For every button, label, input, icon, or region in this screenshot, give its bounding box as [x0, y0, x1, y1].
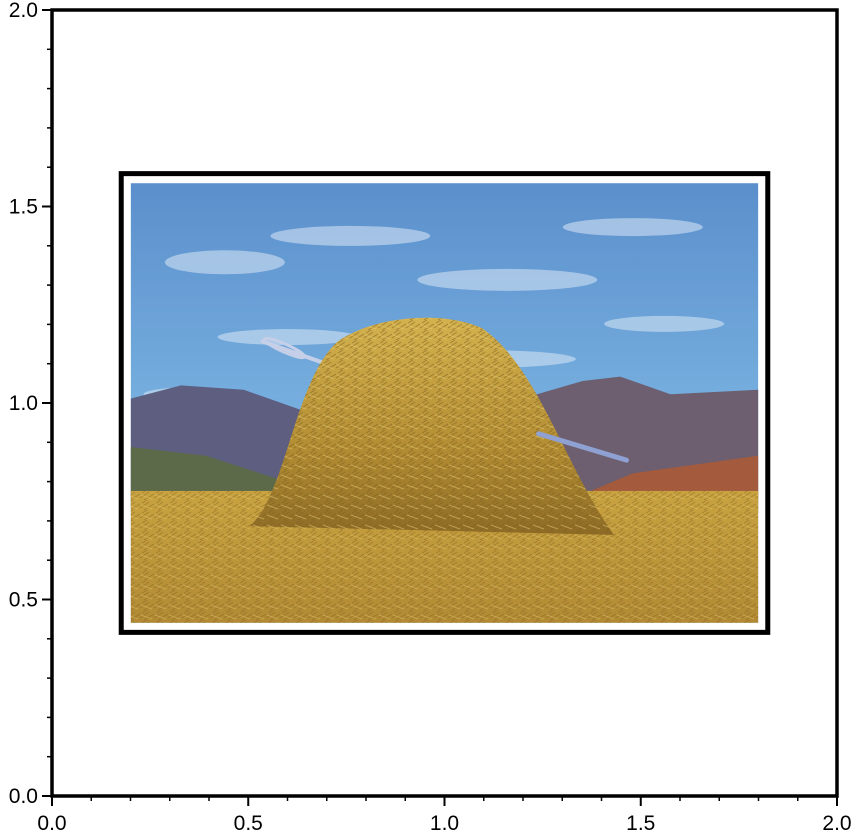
embedded-photo	[118, 171, 771, 635]
y-tick-label: 0.0	[9, 785, 38, 808]
photo-cloud	[270, 225, 431, 246]
x-tick-label: 0.0	[37, 812, 66, 833]
x-tick-label: 1.0	[430, 812, 459, 833]
x-tick-label: 0.5	[234, 812, 263, 833]
photo-cloud	[217, 329, 358, 346]
axes: 0.0 0.5 1.0 1.5 2.0 0.0 0.5 1.0 1.5 2.0	[9, 0, 852, 833]
y-tick-label: 1.5	[9, 196, 38, 219]
photo-cloud	[562, 218, 703, 237]
y-tick-label: 0.5	[9, 589, 38, 612]
y-tick-label: 1.0	[9, 392, 38, 415]
photo-haystack-texture	[249, 317, 614, 535]
photo-needle-eye	[262, 336, 307, 360]
photo-needle-front	[536, 431, 629, 463]
photo-cloud	[417, 268, 598, 291]
x-tick-label: 2.0	[822, 812, 851, 833]
x-tick-label: 1.5	[626, 812, 655, 833]
photo-cloud	[604, 315, 725, 332]
photo-cloud	[164, 250, 285, 275]
y-tick-label: 2.0	[9, 0, 38, 22]
